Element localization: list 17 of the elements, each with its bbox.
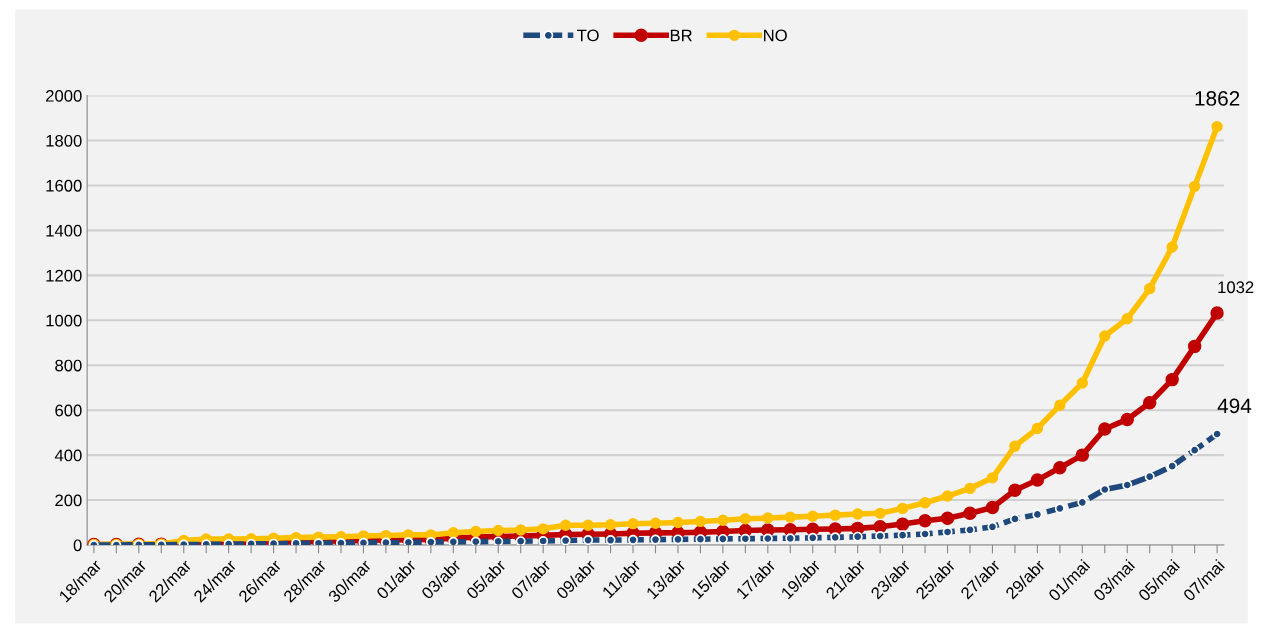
data-label: 494 xyxy=(1217,398,1252,414)
y-tick-label: 1400 xyxy=(46,224,82,237)
y-tick-label: 0 xyxy=(73,539,82,552)
y-tick-label: 1600 xyxy=(46,179,82,192)
y-tick-label: 2000 xyxy=(46,89,82,102)
data-label: 1032 xyxy=(1218,281,1254,294)
y-tick-label: 400 xyxy=(54,449,82,462)
y-tick-label: 200 xyxy=(55,494,82,507)
data-label: 1862 xyxy=(1195,91,1240,106)
y-tick-label: 1200 xyxy=(46,269,82,282)
y-tick-label: 800 xyxy=(55,359,82,372)
legend-label: TO xyxy=(577,29,599,42)
y-tick-label: 1800 xyxy=(46,134,82,147)
legend-label: BR xyxy=(670,29,692,42)
legend-label: NO xyxy=(764,29,787,42)
y-tick-label: 1000 xyxy=(46,314,82,327)
y-tick-label: 600 xyxy=(55,404,82,417)
